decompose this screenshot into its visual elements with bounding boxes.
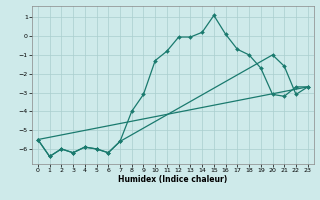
X-axis label: Humidex (Indice chaleur): Humidex (Indice chaleur)	[118, 175, 228, 184]
